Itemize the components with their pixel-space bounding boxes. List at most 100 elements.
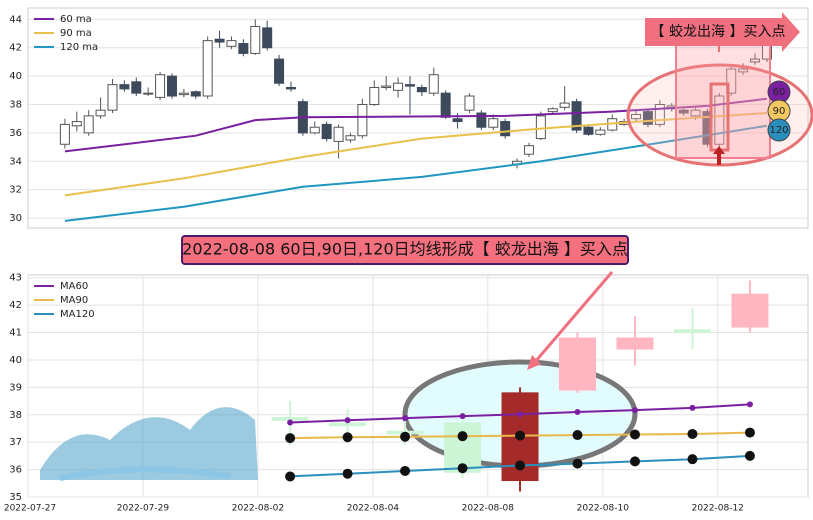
ma-point — [746, 401, 753, 408]
candle-body — [750, 58, 761, 63]
candle-body — [452, 118, 463, 123]
candle-body — [178, 92, 189, 96]
candle-body — [155, 74, 166, 98]
candle-body — [523, 145, 534, 155]
ma-line — [64, 112, 767, 197]
candle-body — [107, 84, 118, 111]
legend-label: 60 ma — [60, 14, 92, 25]
y-tick-label: 40 — [9, 71, 22, 82]
ma-point — [744, 450, 755, 461]
ma-point — [457, 463, 468, 474]
ma-point — [515, 430, 526, 441]
y-tick-label: 32 — [9, 185, 22, 196]
candle-body — [416, 86, 427, 93]
y-tick-label: 44 — [9, 14, 22, 25]
candle-body — [143, 92, 154, 95]
candle-body — [571, 101, 582, 131]
badge-label: 120 — [769, 125, 788, 136]
candle-body — [500, 121, 511, 137]
y-tick-label: 39 — [9, 382, 22, 393]
candle-body — [357, 104, 368, 137]
candle-body — [440, 92, 451, 118]
x-tick-label: 2022-08-02 — [232, 504, 284, 514]
candle-body — [642, 111, 653, 125]
y-tick-label: 40 — [9, 355, 22, 366]
candle-body — [731, 293, 769, 328]
candle-body — [654, 104, 665, 125]
candle-body — [309, 126, 320, 134]
x-tick-label: 2022-07-29 — [117, 504, 170, 514]
candle-body — [595, 129, 606, 135]
x-tick-label: 2022-08-10 — [577, 504, 630, 514]
candle-body — [321, 123, 332, 140]
y-tick-label: 38 — [9, 100, 22, 111]
candle-body — [404, 84, 415, 87]
banner — [181, 235, 629, 265]
candle-body — [369, 86, 380, 106]
candle-body — [476, 112, 487, 128]
candle-body — [202, 40, 213, 97]
ma-point — [572, 430, 583, 441]
label-arrow — [645, 12, 800, 52]
candle-body — [714, 95, 725, 145]
ma-point — [629, 429, 640, 440]
candle-body — [226, 40, 237, 47]
ma-point — [574, 409, 581, 416]
ma-point — [744, 427, 755, 438]
candle-body — [262, 27, 273, 49]
ma-line — [64, 97, 768, 153]
candle-body — [59, 123, 70, 145]
y-tick-label: 38 — [9, 410, 22, 421]
ma-point — [285, 471, 296, 482]
candle-body — [238, 42, 249, 54]
candle-body — [274, 58, 285, 84]
arrow — [713, 146, 725, 154]
ma-point — [687, 454, 698, 465]
legend-label: MA120 — [60, 309, 95, 320]
ma-point — [287, 419, 294, 426]
ma-point — [342, 432, 353, 443]
ma-point — [631, 407, 638, 414]
candle-body — [535, 115, 546, 140]
candle-body — [559, 102, 570, 108]
candle-body — [616, 337, 654, 350]
candle-body — [329, 422, 367, 427]
candle-body — [214, 38, 225, 43]
candle-body — [83, 115, 94, 134]
candle-body — [95, 109, 106, 117]
candle-body — [464, 95, 475, 111]
ma-point — [400, 465, 411, 476]
ma-point — [285, 433, 296, 444]
candle-body — [393, 82, 404, 91]
candle-body — [131, 81, 142, 94]
highlight-box — [675, 41, 771, 159]
x-tick-label: 2022-08-04 — [347, 504, 400, 514]
ma-point — [572, 458, 583, 469]
ma-point — [457, 431, 468, 442]
candle-body — [250, 25, 261, 54]
legend-label: MA90 — [60, 295, 88, 306]
badge-label: 60 — [773, 87, 786, 98]
y-tick-label: 37 — [9, 437, 22, 448]
ma-point — [402, 415, 409, 422]
ma-point — [517, 411, 524, 418]
pointer — [527, 355, 541, 370]
x-tick-label: 2022-07-27 — [4, 504, 56, 514]
pointer — [533, 271, 614, 363]
candle-body — [166, 75, 177, 97]
candle-body — [119, 84, 130, 90]
ma-point — [342, 468, 353, 479]
y-tick-label: 43 — [9, 273, 22, 284]
ma-point — [459, 413, 466, 420]
candle-body — [285, 86, 296, 90]
candle-body — [673, 329, 711, 334]
candle-body — [583, 126, 594, 135]
candle-body — [428, 74, 439, 94]
candle-body — [381, 85, 392, 88]
candle-body — [488, 118, 499, 128]
legend-label: 120 ma — [60, 42, 98, 53]
y-tick-label: 41 — [9, 328, 22, 339]
ma-point — [629, 456, 640, 467]
